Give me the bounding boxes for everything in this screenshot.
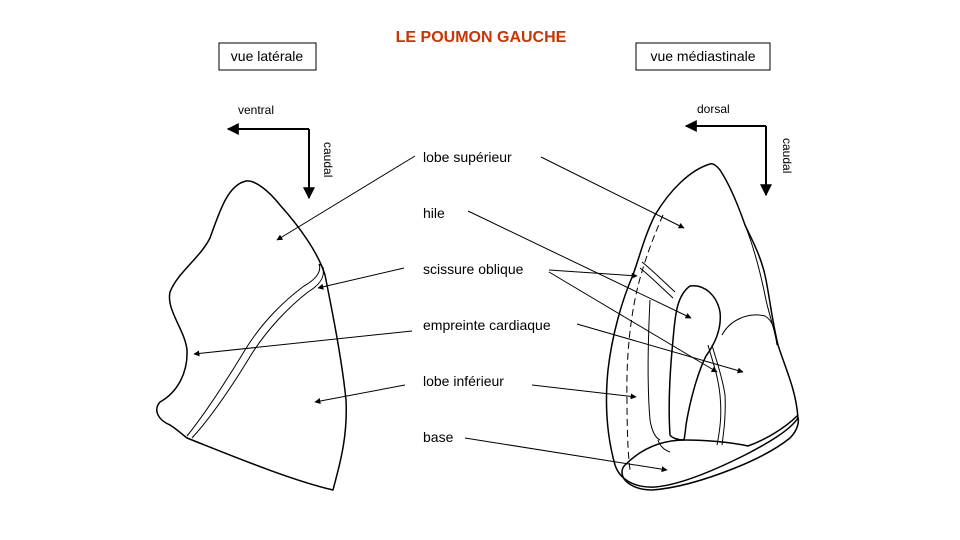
medial-dorsal-dashed-line — [626, 214, 664, 471]
lateral-view-label: vue latérale — [231, 48, 304, 64]
leader-hilum — [467, 210, 692, 319]
leader-lower-lobe-lateral — [314, 384, 406, 404]
medial-caudal-label: caudal — [780, 138, 794, 173]
lateral-oblique-fissure — [186, 263, 321, 437]
label-cardiac-impression: empreinte cardiaque — [423, 317, 551, 333]
medial-base-inner-line — [657, 439, 671, 453]
label-hilum: hile — [423, 205, 445, 221]
lateral-caudal-label: caudal — [321, 142, 335, 177]
medial-base — [621, 415, 800, 491]
lateral-oblique-fissure-inner — [191, 268, 324, 439]
medial-upper-inner-border — [744, 224, 778, 346]
lateral-orientation: ventral caudal — [226, 103, 335, 200]
medial-inner-ridge — [647, 299, 661, 441]
medial-lung — [605, 163, 800, 491]
medial-view-label: vue médiastinale — [650, 48, 755, 64]
center-labels: lobe supérieur hile scissure oblique emp… — [423, 149, 551, 445]
medial-upper-fissure-inner — [639, 267, 674, 299]
leader-cardiac-medial — [576, 323, 744, 374]
lateral-lung — [156, 180, 348, 491]
medial-oblique-fissure — [707, 344, 722, 446]
leader-fissure-lateral — [317, 267, 405, 290]
leader-fissure-medial-lower — [548, 271, 718, 373]
label-base: base — [423, 429, 454, 445]
lateral-ventral-label: ventral — [238, 103, 274, 117]
medial-view-box: vue médiastinale — [635, 42, 771, 71]
label-oblique-fissure: scissure oblique — [423, 261, 524, 277]
page-title: LE POUMON GAUCHE — [396, 29, 567, 46]
label-upper-lobe: lobe supérieur — [423, 149, 512, 165]
leader-lines — [193, 155, 744, 473]
leader-lower-lobe-medial — [531, 384, 637, 400]
lateral-view-box: vue latérale — [218, 42, 317, 71]
leader-upper-lobe-medial — [540, 156, 685, 229]
leader-upper-lobe-lateral — [276, 155, 416, 241]
medial-orientation: dorsal caudal — [684, 102, 794, 197]
medial-oblique-fissure-inner — [711, 344, 726, 446]
medial-cardiac-bulge — [721, 314, 778, 346]
label-lower-lobe: lobe inférieur — [423, 373, 504, 389]
lateral-fissure-notch — [318, 263, 324, 270]
medial-dorsal-label: dorsal — [697, 102, 730, 116]
medial-lung-outline — [605, 163, 799, 488]
medial-hilum — [668, 285, 722, 441]
leader-base — [464, 437, 668, 473]
leader-cardiac-lateral — [193, 330, 413, 357]
medial-upper-fissure — [641, 261, 676, 293]
lateral-lung-outline — [156, 180, 348, 491]
leader-fissure-medial-upper — [548, 269, 638, 279]
